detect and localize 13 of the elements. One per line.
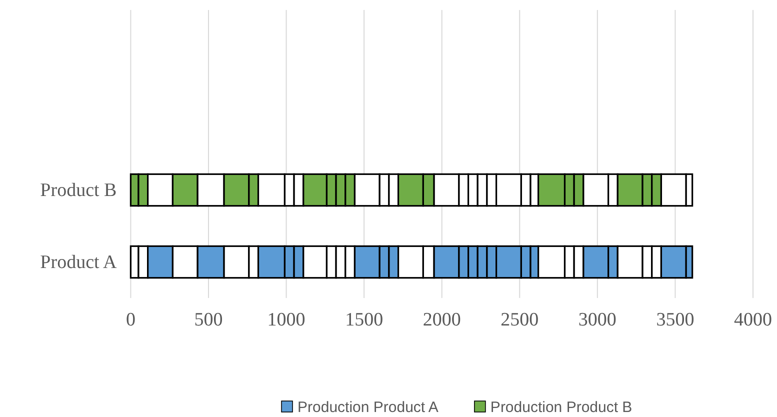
legend-label: Production Product B [490, 399, 632, 416]
x-tick-label: 2000 [422, 309, 461, 330]
x-tick-label: 1000 [267, 309, 306, 330]
legend-label: Production Product A [298, 399, 438, 416]
x-tick-label: 1500 [345, 309, 384, 330]
x-tick-label: 2500 [500, 309, 539, 330]
x-tick-label: 3000 [578, 309, 616, 330]
y-tick-label: Product A [40, 252, 117, 274]
y-tick-label: Product B [40, 180, 117, 202]
x-tick-label: 0 [126, 309, 136, 330]
x-tick-label: 4000 [734, 309, 772, 330]
x-tick-label: 500 [194, 309, 223, 330]
x-tick-label: 3500 [656, 309, 694, 330]
